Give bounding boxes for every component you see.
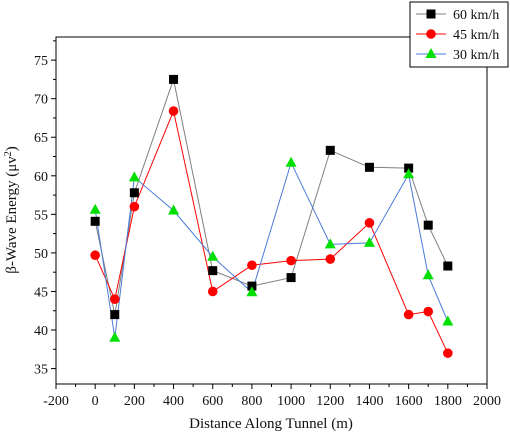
y-tick-label: 45 <box>34 285 48 300</box>
x-tick-label: 2000 <box>473 394 501 409</box>
data-point <box>403 309 414 320</box>
x-axis-ticks: -200 0 200 400 600 800 1000 1200 1400 1600 1800 200… <box>43 384 501 409</box>
data-point <box>129 201 140 212</box>
data-point <box>110 310 120 320</box>
x-tick-label: 1800 <box>434 394 462 409</box>
legend-label: 60 km/h <box>453 8 499 23</box>
legend-marker <box>425 48 437 58</box>
y-tick-label: 35 <box>34 363 48 378</box>
data-point <box>109 331 121 342</box>
x-tick-label: 400 <box>163 394 184 409</box>
data-point <box>364 162 374 172</box>
y-tick-label: 60 <box>34 170 48 185</box>
data-point <box>90 216 100 226</box>
x-axis-label: Distance Along Tunnel (m) <box>189 416 353 432</box>
data-point <box>325 254 336 264</box>
x-tick-label: 1200 <box>316 394 344 409</box>
x-tick-label: 1000 <box>277 394 305 409</box>
legend-marker <box>426 9 436 19</box>
data-point <box>246 286 258 297</box>
data-point <box>247 281 257 291</box>
data-point <box>364 218 375 228</box>
data-point <box>207 286 218 297</box>
data-point <box>422 269 434 280</box>
data-point <box>443 348 453 358</box>
y-tick-label: 55 <box>34 208 48 223</box>
series-markers-square <box>90 74 453 320</box>
x-tick-label: 800 <box>241 394 262 409</box>
data-point <box>325 145 335 155</box>
data-point <box>128 171 140 182</box>
data-point <box>404 163 414 173</box>
y-tick-label: 70 <box>34 93 48 108</box>
data-point <box>247 260 257 271</box>
series-line <box>94 77 449 315</box>
y-axis-label: β-Wave Energy (μv2) <box>3 146 21 273</box>
data-point <box>423 306 434 317</box>
data-point <box>109 294 120 304</box>
data-point <box>208 266 218 276</box>
data-point <box>286 255 296 266</box>
data-point <box>423 220 433 230</box>
data-point <box>169 74 179 84</box>
y-axis-ticks: 35 40 45 50 55 60 65 70 75 <box>34 40 56 378</box>
y-tick-label: 40 <box>34 324 48 339</box>
data-point <box>403 168 415 179</box>
x-tick-label: -200 <box>43 394 69 409</box>
series-line <box>94 161 449 338</box>
x-tick-label: 0 <box>92 394 99 409</box>
data-point <box>285 156 297 167</box>
x-tick-label: 600 <box>202 394 223 409</box>
data-point <box>89 203 101 214</box>
y-tick-label: 75 <box>34 54 48 69</box>
series-triangle <box>94 161 449 338</box>
series-circle <box>94 109 449 354</box>
y-tick-label: 65 <box>34 131 48 146</box>
data-point <box>442 315 454 326</box>
series-line <box>94 109 449 354</box>
data-point <box>168 106 179 116</box>
data-point <box>168 204 180 215</box>
legend-label: 30 km/h <box>453 48 499 63</box>
data-point <box>129 188 139 198</box>
x-tick-label: 200 <box>124 394 145 409</box>
data-point <box>443 261 453 271</box>
series-square <box>94 77 449 315</box>
x-tick-label: 1400 <box>355 394 383 409</box>
data-point <box>90 250 100 261</box>
data-point <box>286 273 296 283</box>
legend: 60 km/h 45 km/h 30 km/h <box>409 1 509 68</box>
x-tick-label: 1600 <box>395 394 423 409</box>
legend-marker <box>426 29 436 39</box>
data-point <box>324 238 336 249</box>
series-markers-triangle <box>89 156 454 342</box>
y-tick-label: 50 <box>34 247 48 262</box>
series-layer <box>89 74 454 358</box>
legend-label: 45 km/h <box>453 28 499 43</box>
data-point <box>363 236 375 247</box>
plot-frame <box>55 36 488 385</box>
data-point <box>207 250 219 261</box>
series-markers-circle <box>90 106 453 358</box>
